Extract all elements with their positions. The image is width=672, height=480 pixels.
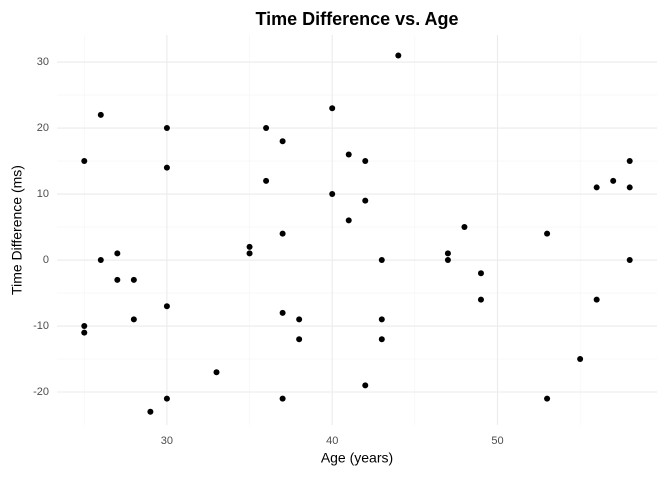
point: [81, 329, 88, 336]
point: [378, 257, 385, 264]
point: [263, 125, 270, 132]
y-tick-label: -20: [33, 386, 49, 398]
point: [345, 217, 352, 224]
point: [626, 158, 633, 165]
point: [610, 177, 617, 184]
point: [477, 296, 484, 303]
point: [296, 316, 303, 323]
point: [279, 138, 286, 145]
point: [163, 395, 170, 402]
x-axis-title: Age (years): [321, 450, 393, 466]
point: [593, 184, 600, 191]
point: [246, 243, 253, 250]
point: [329, 105, 336, 112]
point: [81, 158, 88, 165]
point: [577, 356, 584, 363]
point: [279, 309, 286, 316]
point: [544, 395, 551, 402]
point: [296, 336, 303, 343]
y-axis-title: Time Difference (ms): [9, 165, 25, 295]
point: [362, 382, 369, 389]
point: [163, 164, 170, 171]
point: [97, 111, 104, 118]
point: [544, 230, 551, 237]
point: [279, 395, 286, 402]
point: [395, 52, 402, 59]
point: [378, 336, 385, 343]
point: [114, 250, 121, 257]
point: [97, 257, 104, 264]
point: [461, 224, 468, 231]
point: [81, 323, 88, 330]
point: [378, 316, 385, 323]
point: [114, 276, 121, 283]
x-tick-label: 30: [161, 435, 173, 447]
point: [279, 230, 286, 237]
point: [163, 303, 170, 310]
point: [263, 177, 270, 184]
point: [147, 408, 154, 415]
point: [626, 257, 633, 264]
point: [593, 296, 600, 303]
point: [362, 197, 369, 204]
point: [329, 191, 336, 198]
point: [345, 151, 352, 158]
point: [444, 250, 451, 257]
y-tick-label: 30: [37, 56, 49, 68]
y-tick-label: 10: [37, 188, 49, 200]
x-tick-label: 40: [326, 435, 338, 447]
point: [626, 184, 633, 191]
chart-title: Time Difference vs. Age: [255, 9, 458, 29]
point: [246, 250, 253, 257]
x-tick-label: 50: [491, 435, 503, 447]
point: [130, 316, 137, 323]
point: [130, 276, 137, 283]
point: [362, 158, 369, 165]
y-tick-label: 0: [43, 254, 49, 266]
point: [213, 369, 220, 376]
point: [163, 125, 170, 132]
y-tick-label: -10: [33, 320, 49, 332]
point: [477, 270, 484, 277]
y-tick-label: 20: [37, 122, 49, 134]
point: [444, 257, 451, 264]
